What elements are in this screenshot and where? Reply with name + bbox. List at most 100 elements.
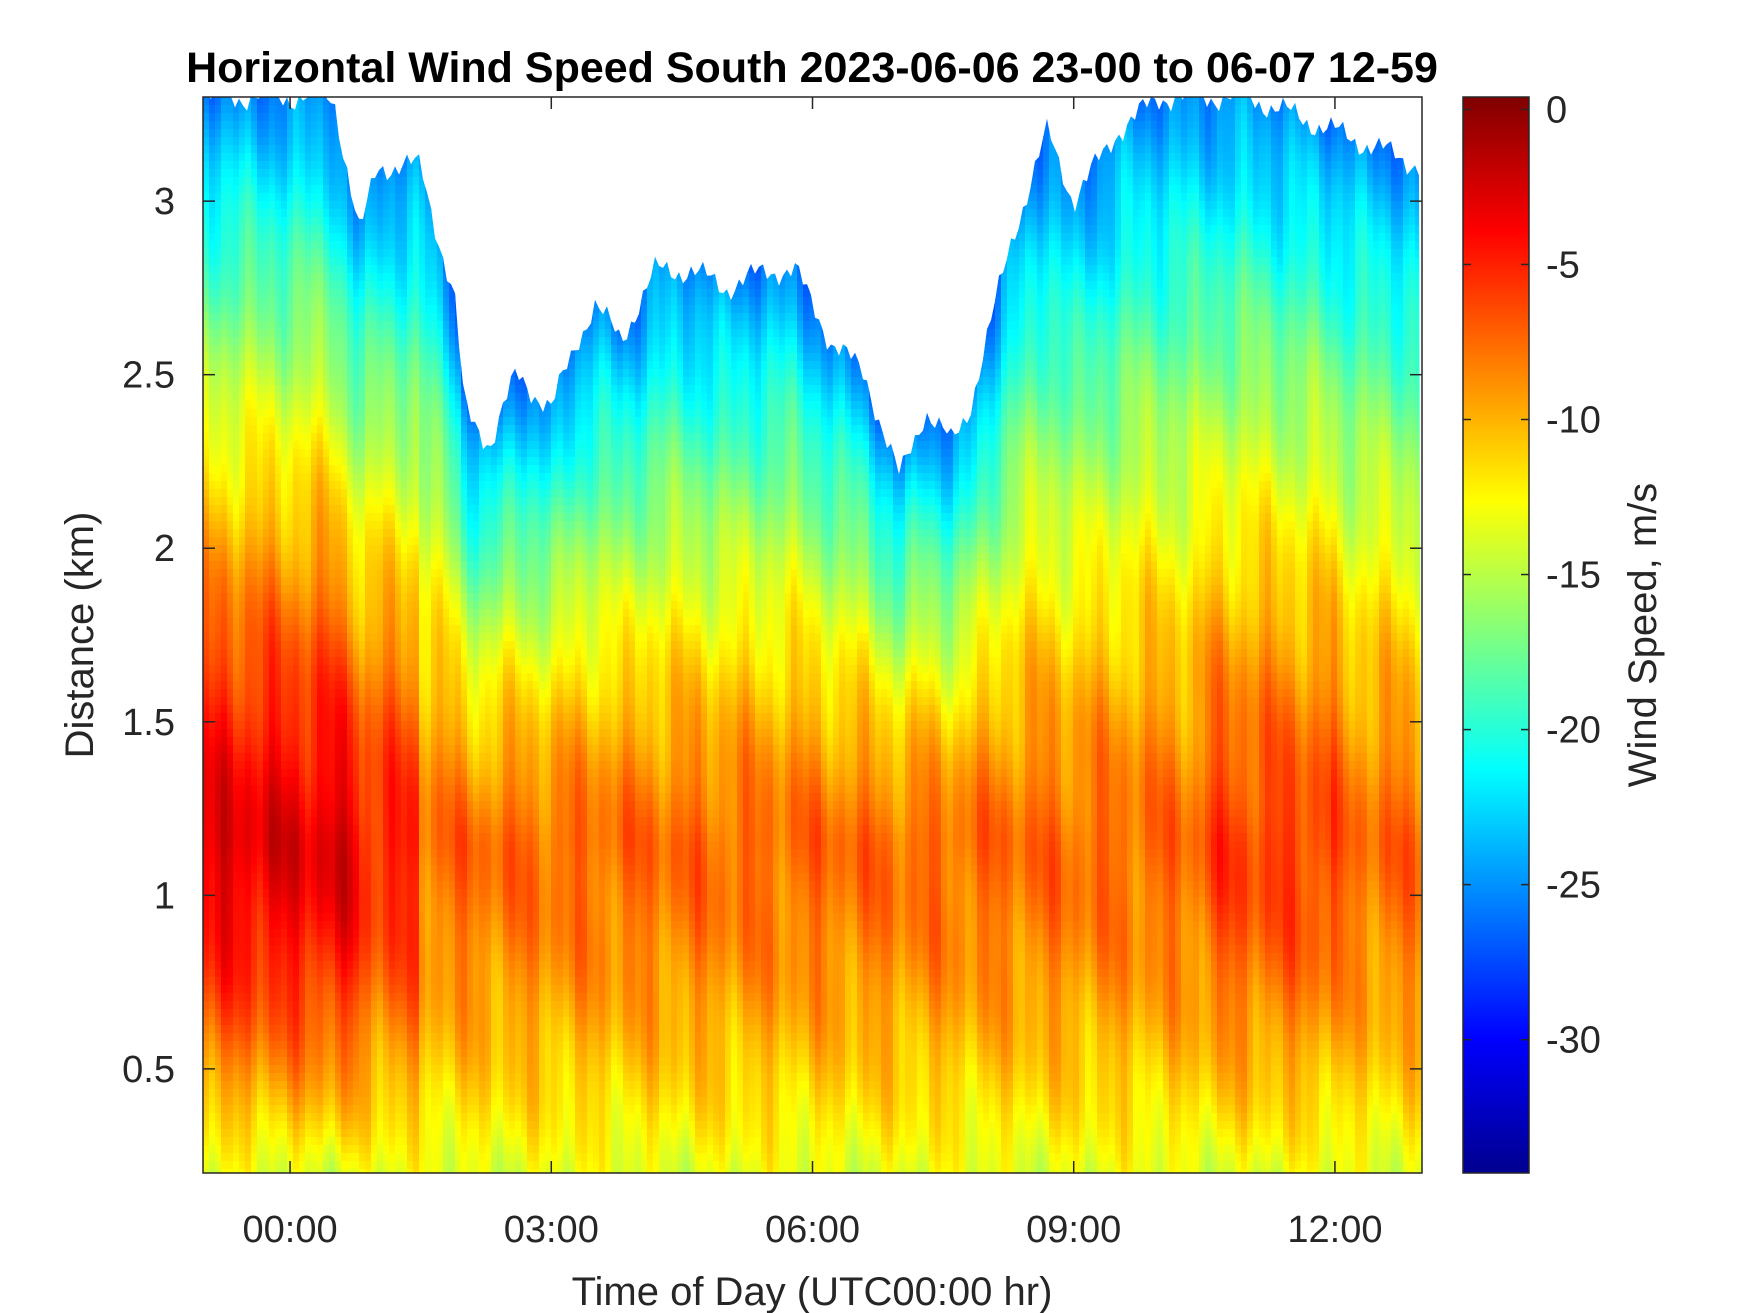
heatmap-cell xyxy=(311,201,318,210)
heatmap-cell xyxy=(389,433,396,442)
heatmap-cell xyxy=(305,969,312,978)
heatmap-cell xyxy=(377,865,384,874)
heatmap-cell xyxy=(245,889,252,898)
heatmap-cell xyxy=(371,889,378,898)
heatmap-cell xyxy=(317,113,324,122)
heatmap-cell xyxy=(293,257,300,266)
heatmap-cell xyxy=(377,1073,384,1082)
heatmap-cell xyxy=(353,825,360,834)
heatmap-cell xyxy=(365,417,372,426)
heatmap-cell xyxy=(269,481,276,490)
heatmap-cell xyxy=(407,457,414,466)
heatmap-cell xyxy=(401,313,408,322)
heatmap-cell xyxy=(221,713,228,722)
heatmap-cell xyxy=(323,729,330,738)
heatmap-cell xyxy=(251,193,258,202)
heatmap-cell xyxy=(287,1145,294,1154)
heatmap-cell xyxy=(407,785,414,794)
heatmap-cell xyxy=(341,409,348,418)
heatmap-cell xyxy=(329,937,336,946)
heatmap-cell xyxy=(275,785,282,794)
heatmap-cell xyxy=(311,761,318,770)
heatmap-cell xyxy=(239,449,246,458)
heatmap-cell xyxy=(389,785,396,794)
heatmap-cell xyxy=(383,305,390,314)
heatmap-cell xyxy=(389,1001,396,1010)
heatmap-cell xyxy=(395,257,402,266)
heatmap-cell xyxy=(395,273,402,282)
heatmap-cell xyxy=(299,1121,306,1130)
heatmap-cell xyxy=(263,225,270,234)
heatmap-cell xyxy=(245,185,252,194)
heatmap-cell xyxy=(401,721,408,730)
heatmap-cell xyxy=(251,513,258,522)
heatmap-cell xyxy=(359,921,366,930)
heatmap-cell xyxy=(227,161,234,170)
heatmap-cell xyxy=(395,673,402,682)
heatmap-cell xyxy=(299,889,306,898)
heatmap-cell xyxy=(395,297,402,306)
heatmap-cell xyxy=(353,793,360,802)
heatmap-cell xyxy=(311,209,318,218)
heatmap-cell xyxy=(419,217,426,226)
heatmap-cell xyxy=(353,361,360,370)
heatmap-cell xyxy=(221,201,228,210)
heatmap-cell xyxy=(377,617,384,626)
heatmap-cell xyxy=(311,777,318,786)
heatmap-cell xyxy=(221,1041,228,1050)
heatmap-cell xyxy=(329,897,336,906)
heatmap-cell xyxy=(407,977,414,986)
heatmap-cell xyxy=(347,921,354,930)
heatmap-cell xyxy=(389,593,396,602)
heatmap-cell xyxy=(401,121,408,130)
heatmap-cell xyxy=(311,417,318,426)
heatmap-cell xyxy=(419,633,426,642)
heatmap-cell xyxy=(221,433,228,442)
heatmap-cell xyxy=(281,689,288,698)
heatmap-cell xyxy=(299,817,306,826)
heatmap-cell xyxy=(335,417,342,426)
heatmap-cell xyxy=(329,177,336,186)
heatmap-cell xyxy=(263,985,270,994)
heatmap-cell xyxy=(245,841,252,850)
heatmap-cell xyxy=(419,345,426,354)
heatmap-cell xyxy=(353,521,360,530)
heatmap-cell xyxy=(215,353,222,362)
heatmap-cell xyxy=(227,489,234,498)
heatmap-cell xyxy=(221,369,228,378)
heatmap-cell xyxy=(203,929,210,938)
heatmap-cell xyxy=(353,457,360,466)
heatmap-cell xyxy=(395,185,402,194)
heatmap-cell xyxy=(353,993,360,1002)
heatmap-cell xyxy=(203,217,210,226)
heatmap-cell xyxy=(359,1065,366,1074)
heatmap-cell xyxy=(293,881,300,890)
heatmap-cell xyxy=(239,1161,246,1170)
heatmap-cell xyxy=(383,1137,390,1146)
heatmap-cell xyxy=(293,393,300,402)
heatmap-cell xyxy=(233,1161,240,1170)
heatmap-cell xyxy=(353,937,360,946)
heatmap-cell xyxy=(299,625,306,634)
heatmap-cell xyxy=(359,753,366,762)
heatmap-cell xyxy=(377,1009,384,1018)
heatmap-cell xyxy=(239,937,246,946)
heatmap-cell xyxy=(257,169,264,178)
heatmap-cell xyxy=(347,1049,354,1058)
heatmap-cell xyxy=(227,785,234,794)
heatmap-cell xyxy=(227,833,234,842)
heatmap-cell xyxy=(239,129,246,138)
heatmap-cell xyxy=(329,777,336,786)
heatmap-cell xyxy=(395,369,402,378)
heatmap-cell xyxy=(305,313,312,322)
heatmap-cell xyxy=(377,833,384,842)
heatmap-cell xyxy=(395,569,402,578)
heatmap-cell xyxy=(335,657,342,666)
heatmap-cell xyxy=(347,417,354,426)
heatmap-cell xyxy=(407,841,414,850)
heatmap-cell xyxy=(317,521,324,530)
heatmap-cell xyxy=(413,449,420,458)
heatmap-cell xyxy=(329,913,336,922)
heatmap-cell xyxy=(209,897,216,906)
heatmap-cell xyxy=(215,1009,222,1018)
